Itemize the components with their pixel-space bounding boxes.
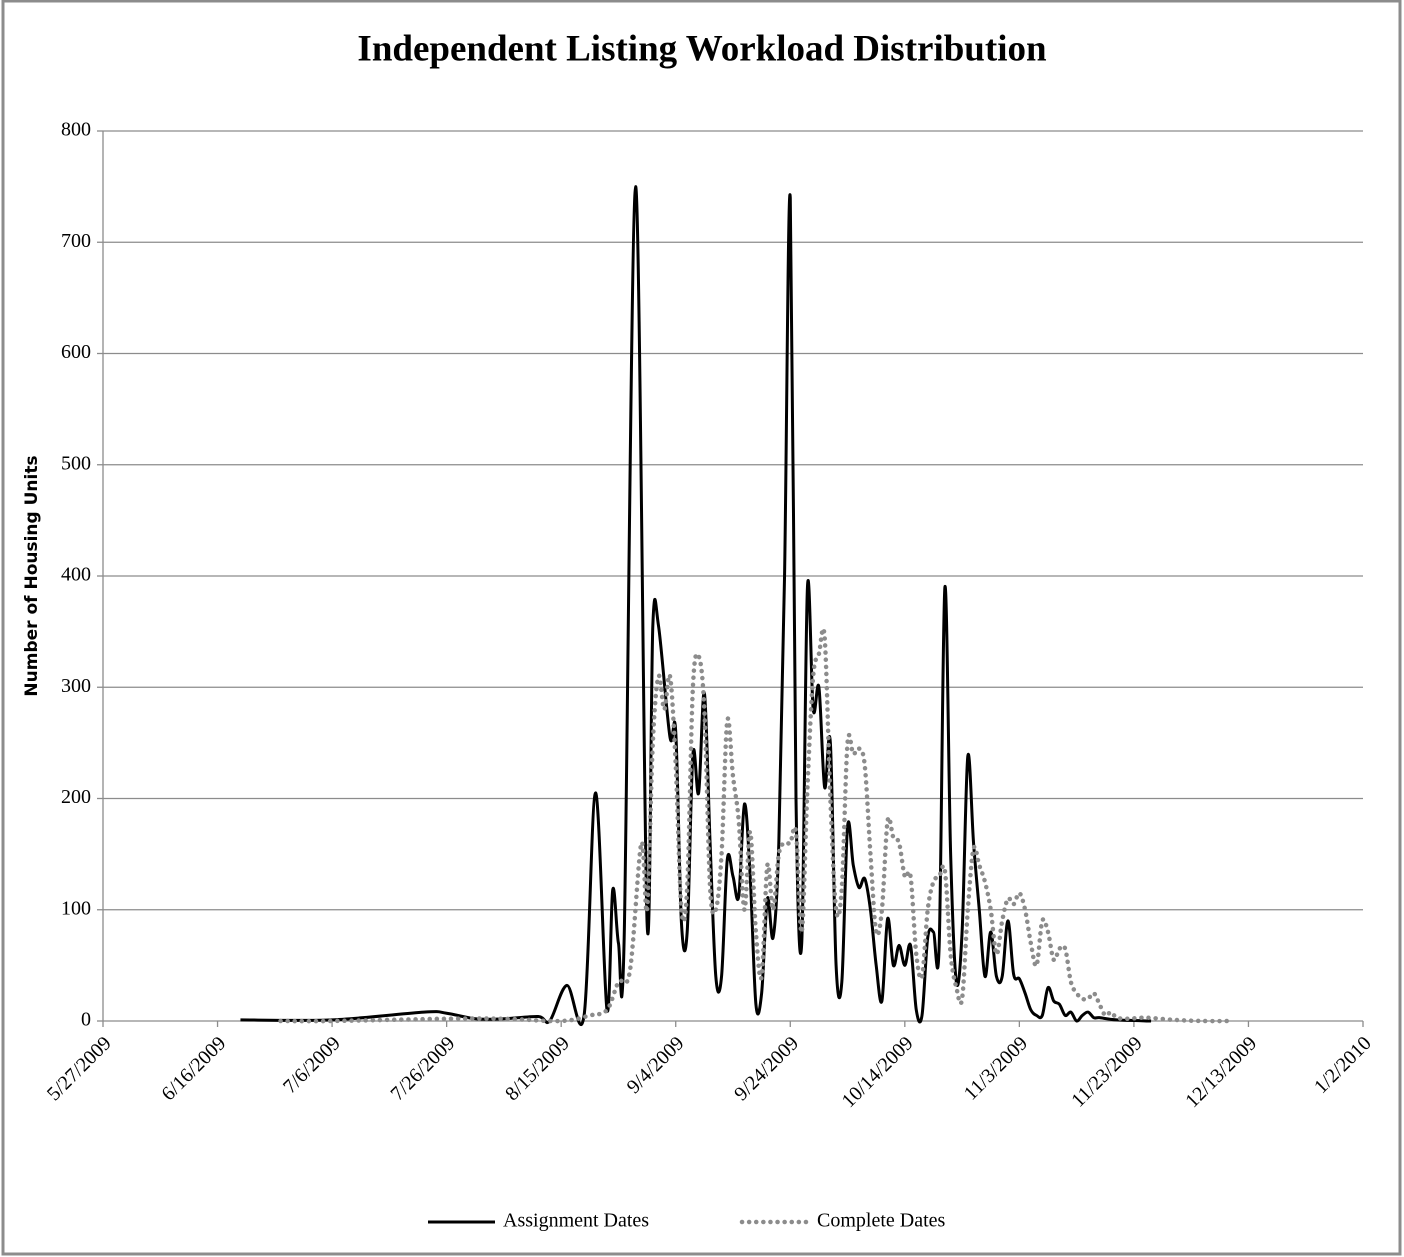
y-tick-label: 100: [61, 897, 91, 919]
y-tick-label: 300: [61, 675, 91, 697]
y-tick-label: 200: [61, 786, 91, 808]
data-line: [278, 626, 1234, 1024]
y-tick-label: 400: [61, 564, 91, 586]
y-tick-label: 800: [61, 119, 91, 141]
y-tick-label: 500: [61, 452, 91, 474]
legend-label: Complete Dates: [817, 1210, 946, 1232]
y-tick-label: 700: [61, 230, 91, 252]
y-tick-label: 0: [81, 1009, 91, 1031]
chart-title: Independent Listing Workload Distributio…: [357, 28, 1047, 69]
y-tick-label: 600: [61, 341, 91, 363]
legend-label: Assignment Dates: [503, 1210, 649, 1232]
y-axis-label: Number of Housing Units: [22, 455, 42, 696]
